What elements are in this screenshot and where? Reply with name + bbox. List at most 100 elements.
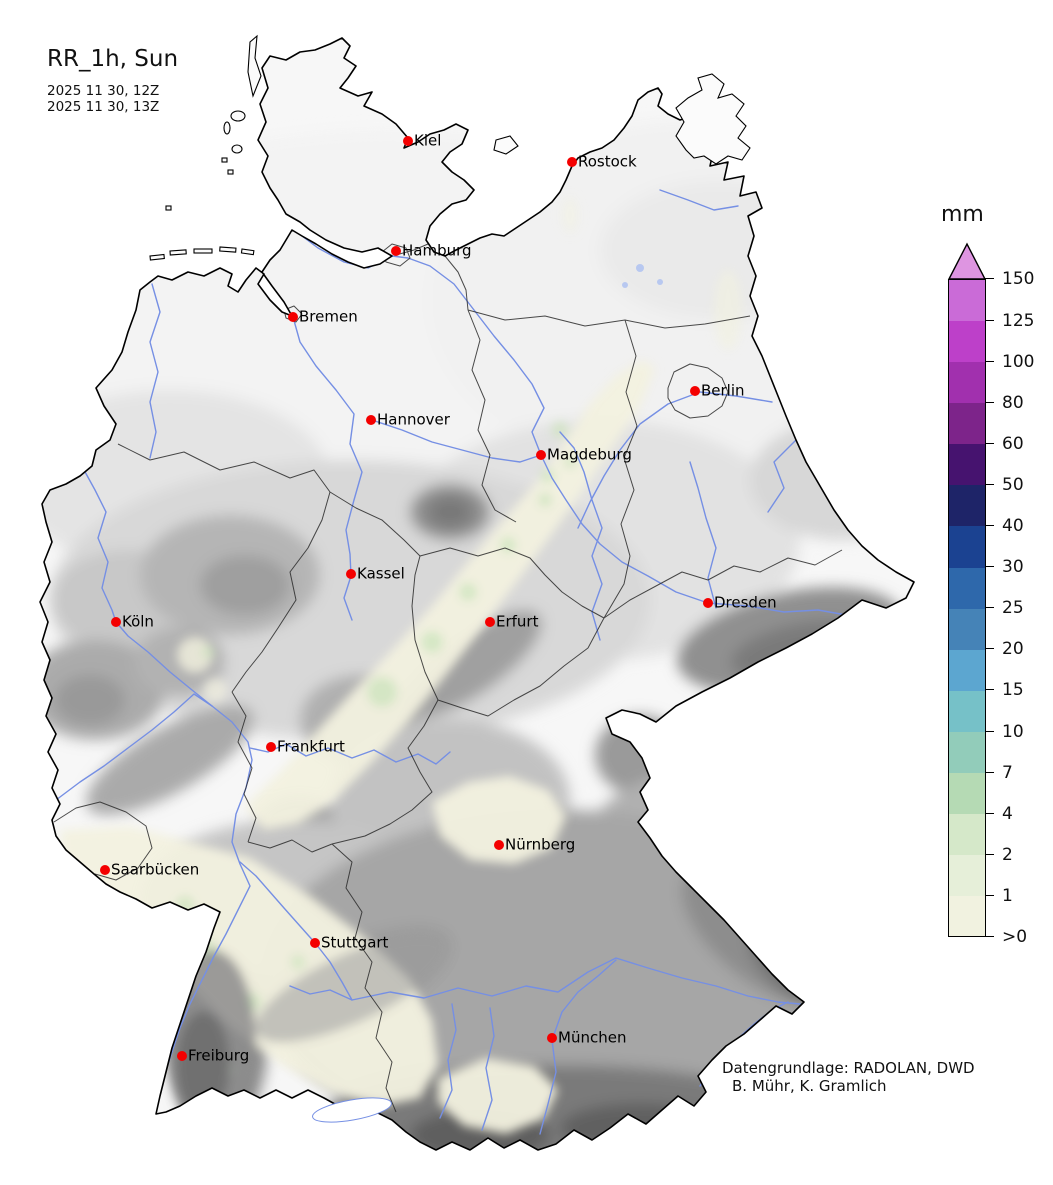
map-run-times: 2025 11 30, 12Z 2025 11 30, 13Z	[47, 83, 178, 115]
colorbar-tick	[985, 771, 994, 773]
colorbar-tick	[985, 525, 994, 526]
colorbar-segment	[949, 772, 985, 815]
colorbar-tick-label: >0	[1002, 927, 1028, 947]
colorbar-tick-label: 2	[1002, 844, 1013, 865]
colorbar-tick-label: 15	[1002, 680, 1024, 701]
state-borders-layer	[53, 239, 843, 1113]
colorbar-tick	[985, 401, 994, 403]
colorbar-unit-label: mm	[941, 202, 984, 227]
city-dot-icon	[567, 157, 577, 167]
colorbar-tick-label: 20	[1002, 639, 1024, 660]
colorbar-tick	[985, 360, 994, 362]
islands	[149, 34, 751, 261]
city-dot-icon	[177, 1051, 187, 1061]
lake-constance	[312, 1097, 392, 1123]
colorbar-tick	[985, 483, 994, 485]
city-dot-icon	[485, 617, 495, 627]
river-iller	[439, 1003, 457, 1119]
colorbar-segment	[949, 854, 985, 897]
city-dot-icon	[536, 450, 546, 460]
river-elbe	[301, 235, 853, 617]
river-danube	[289, 957, 801, 1005]
colorbar-tick	[985, 689, 994, 691]
colorbar-tick-label: 150	[1002, 269, 1035, 290]
colorbar-segment	[949, 402, 985, 445]
city-dot-icon	[366, 415, 376, 425]
colorbar-tick	[985, 607, 994, 609]
city-label: Stuttgart	[321, 933, 389, 952]
colorbar-tick-label: 10	[1002, 721, 1024, 742]
city-dot-icon	[547, 1033, 557, 1043]
colorbar-tick-label: 25	[1002, 598, 1024, 619]
city-label: Magdeburg	[547, 445, 632, 464]
city-label: Berlin	[701, 381, 745, 400]
city-dot-icon	[266, 742, 276, 752]
colorbar-tick	[985, 319, 994, 321]
colorbar-segment	[949, 813, 985, 856]
island-amrum	[223, 121, 231, 135]
river-aller	[371, 419, 542, 463]
city-dot-icon	[391, 246, 401, 256]
hamburg-city-boundary	[381, 243, 411, 267]
city-dot-icon	[346, 569, 356, 579]
river-oder	[767, 439, 797, 513]
colorbar-segment	[949, 526, 985, 568]
island-helgoland	[165, 205, 172, 211]
colorbar-tick	[985, 730, 994, 732]
colorbar-tick	[985, 894, 994, 896]
colorbar-segment	[949, 690, 985, 732]
island-ruegen	[675, 73, 751, 165]
city-label: Rostock	[578, 152, 637, 171]
colorbar-segment	[949, 484, 985, 527]
colorbar-tick	[985, 936, 994, 937]
city-label: Kassel	[357, 564, 405, 583]
time-to: 2025 11 30, 13Z	[47, 99, 160, 115]
city-label: Saarbücken	[111, 860, 200, 879]
colorbar-tick	[985, 853, 994, 855]
colorbar-tick-label: 40	[1002, 516, 1024, 536]
river-rhine	[83, 469, 253, 1099]
colorbar-frame	[948, 279, 986, 937]
river-mulde	[689, 461, 717, 609]
city-label: München	[558, 1028, 627, 1047]
river-ems	[149, 283, 161, 459]
colorbar-tick-label: 1	[1002, 885, 1013, 906]
river-peene	[659, 189, 739, 211]
colorbar-segment	[949, 895, 985, 938]
city-label: Freiburg	[188, 1046, 250, 1065]
colorbar-segment	[949, 567, 985, 609]
colorbar-tick-label: 125	[1002, 310, 1035, 331]
river-mosel	[55, 693, 213, 801]
attribution-source: Datengrundlage: RADOLAN, DWD	[722, 1059, 975, 1077]
colorbar-segment	[949, 608, 985, 650]
river-saale	[559, 431, 603, 641]
island-pellworm	[231, 144, 243, 154]
colorbar-segment	[949, 731, 985, 774]
city-label: Bremen	[299, 307, 358, 326]
colorbar-tick	[985, 442, 994, 444]
colorbar-tick	[985, 278, 994, 280]
colorbar-segment	[949, 279, 985, 321]
colorbar-segment	[949, 649, 985, 691]
colorbar-tick	[985, 812, 994, 814]
colorbar-tick-label: 80	[1002, 392, 1024, 413]
germany-outline	[39, 37, 915, 1151]
city-label: Hannover	[377, 410, 450, 429]
island-foehr	[230, 110, 246, 122]
attribution-authors: B. Mühr, K. Gramlich	[732, 1076, 887, 1095]
colorbar-segment	[949, 443, 985, 486]
city-label: Nürnberg	[505, 835, 576, 854]
city-dot-icon	[288, 312, 298, 322]
city-label: Hamburg	[402, 241, 472, 260]
city-label: Dresden	[714, 593, 777, 612]
lakes	[622, 264, 663, 288]
island-fehmarn	[493, 135, 519, 155]
river-spree-havel	[577, 391, 773, 529]
river-isar	[539, 959, 617, 1135]
colorbar-tick-label: 50	[1002, 474, 1024, 495]
colorbar-tick-label: 60	[1002, 433, 1024, 454]
time-from: 2025 11 30, 12Z	[47, 83, 160, 99]
colorbar-segment	[949, 320, 985, 363]
river-lech	[481, 1007, 495, 1131]
